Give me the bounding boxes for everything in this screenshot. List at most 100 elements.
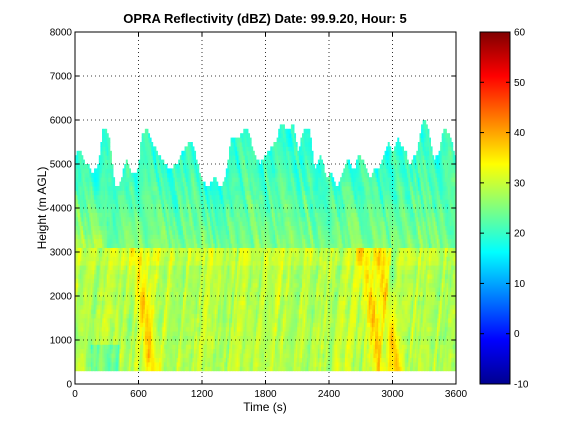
heatmap-cell — [225, 172, 228, 178]
heatmap-cell — [141, 181, 144, 187]
heatmap-cell — [119, 186, 122, 191]
heatmap-cell — [206, 230, 209, 235]
heatmap-cell — [182, 344, 185, 350]
heatmap-cell — [227, 291, 230, 297]
heatmap-cell — [167, 304, 170, 310]
heatmap-cell — [216, 313, 219, 319]
heatmap-cell — [200, 212, 203, 218]
heatmap-cell — [122, 247, 125, 253]
heatmap-cell — [130, 287, 133, 292]
heatmap-cell — [128, 208, 131, 213]
heatmap-cell — [208, 225, 211, 231]
heatmap-cell — [122, 366, 125, 372]
heatmap-cell — [92, 318, 95, 323]
heatmap-cell — [108, 238, 111, 244]
heatmap-cell — [100, 331, 103, 336]
heatmap-cell — [165, 304, 168, 310]
heatmap-cell — [94, 243, 97, 248]
heatmap-cell — [92, 366, 95, 372]
heatmap-cell — [235, 274, 238, 279]
heatmap-cell — [170, 260, 173, 266]
heatmap-cell — [228, 190, 231, 196]
heatmap-cell — [155, 260, 158, 266]
heatmap-cell — [195, 181, 198, 187]
heatmap-cell — [128, 221, 131, 226]
heatmap-cell — [78, 348, 81, 354]
heatmap-cell — [222, 260, 225, 266]
heatmap-cell — [167, 221, 170, 226]
heatmap-cell — [141, 296, 144, 301]
heatmap-cell — [222, 322, 225, 328]
heatmap-cell — [124, 304, 127, 310]
heatmap-cell — [92, 287, 95, 292]
heatmap-cell — [224, 335, 227, 341]
heatmap-cell — [90, 357, 93, 363]
heatmap-cell — [127, 322, 130, 328]
heatmap-cell — [111, 335, 114, 341]
heatmap-cell — [195, 177, 198, 182]
heatmap-cell — [149, 208, 152, 213]
heatmap-cell — [121, 278, 124, 284]
heatmap-cell — [105, 304, 108, 310]
heatmap-cell — [238, 168, 241, 174]
heatmap-cell — [143, 208, 146, 213]
heatmap-cell — [111, 269, 114, 275]
heatmap-cell — [159, 243, 162, 248]
heatmap-cell — [219, 221, 222, 226]
heatmap-cell — [211, 212, 214, 218]
heatmap-cell — [222, 340, 225, 345]
heatmap-cell — [221, 225, 224, 231]
heatmap-cell — [190, 322, 193, 328]
heatmap-cell — [181, 181, 184, 187]
heatmap-cell — [141, 243, 144, 248]
heatmap-cell — [109, 322, 112, 328]
heatmap-cell — [141, 318, 144, 323]
heatmap-cell — [213, 194, 216, 200]
heatmap-cell — [230, 212, 233, 218]
heatmap-cell — [103, 348, 106, 354]
heatmap-cell — [105, 340, 108, 345]
heatmap-cell — [98, 190, 101, 196]
heatmap-cell — [121, 300, 124, 306]
heatmap-cell — [78, 309, 81, 314]
heatmap-cell — [203, 247, 206, 253]
heatmap-cell — [105, 274, 108, 279]
heatmap-cell — [95, 366, 98, 372]
heatmap-cell — [122, 331, 125, 336]
heatmap-cell — [165, 164, 168, 169]
heatmap-cell — [135, 366, 138, 372]
heatmap-cell — [163, 362, 166, 367]
heatmap-cell — [175, 296, 177, 301]
heatmap-cell — [228, 150, 231, 156]
heatmap-cell — [235, 203, 238, 209]
heatmap-cell — [157, 366, 160, 372]
heatmap-cell — [87, 357, 90, 363]
heatmap-cell — [130, 269, 133, 275]
heatmap-cell — [92, 260, 95, 266]
heatmap-cell — [194, 243, 197, 248]
heatmap-cell — [117, 208, 120, 213]
heatmap-cell — [149, 190, 152, 196]
heatmap-cell — [114, 300, 117, 306]
heatmap-cell — [144, 172, 147, 178]
heatmap-cell — [94, 186, 97, 191]
heatmap-cell — [105, 291, 108, 297]
heatmap-cell — [155, 168, 158, 174]
heatmap-cell — [160, 265, 163, 270]
heatmap-cell — [121, 225, 124, 231]
heatmap-cell — [84, 304, 87, 310]
heatmap-cell — [186, 282, 189, 288]
heatmap-cell — [141, 326, 144, 332]
heatmap-cell — [105, 216, 108, 222]
heatmap-cell — [211, 238, 214, 244]
heatmap-cell — [128, 304, 131, 310]
heatmap-cell — [178, 256, 181, 262]
heatmap-cell — [213, 331, 216, 336]
heatmap-cell — [189, 216, 192, 222]
heatmap-cell — [109, 344, 112, 350]
heatmap-cell — [92, 300, 95, 306]
heatmap-cell — [117, 357, 120, 363]
heatmap-cell — [233, 168, 236, 174]
heatmap-cell — [211, 208, 214, 213]
heatmap-cell — [94, 260, 97, 266]
